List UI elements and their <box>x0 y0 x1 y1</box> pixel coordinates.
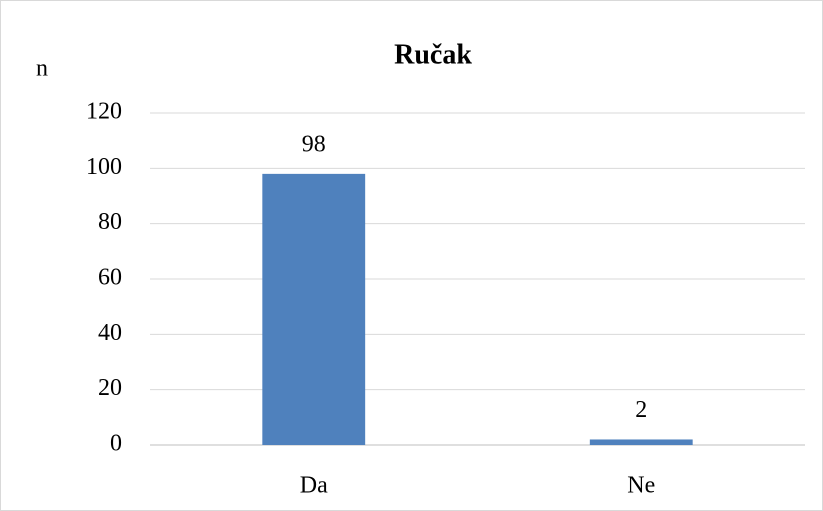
y-tick-label: 120 <box>86 99 122 125</box>
y-tick-label: 80 <box>98 209 122 235</box>
bar <box>589 439 693 445</box>
x-tick-label: Ne <box>627 473 655 499</box>
y-tick-label: 100 <box>86 154 122 180</box>
x-tick-label: Da <box>300 473 328 499</box>
data-label: 98 <box>302 131 326 157</box>
chart-title: Ručak <box>394 39 472 70</box>
y-tick-label: 20 <box>98 375 122 401</box>
y-axis-label: n <box>36 56 48 82</box>
y-tick-label: 60 <box>98 265 122 291</box>
y-tick-label: 0 <box>110 431 122 457</box>
y-tick-label: 40 <box>98 320 122 346</box>
bar <box>262 173 366 445</box>
data-label: 2 <box>635 397 647 423</box>
